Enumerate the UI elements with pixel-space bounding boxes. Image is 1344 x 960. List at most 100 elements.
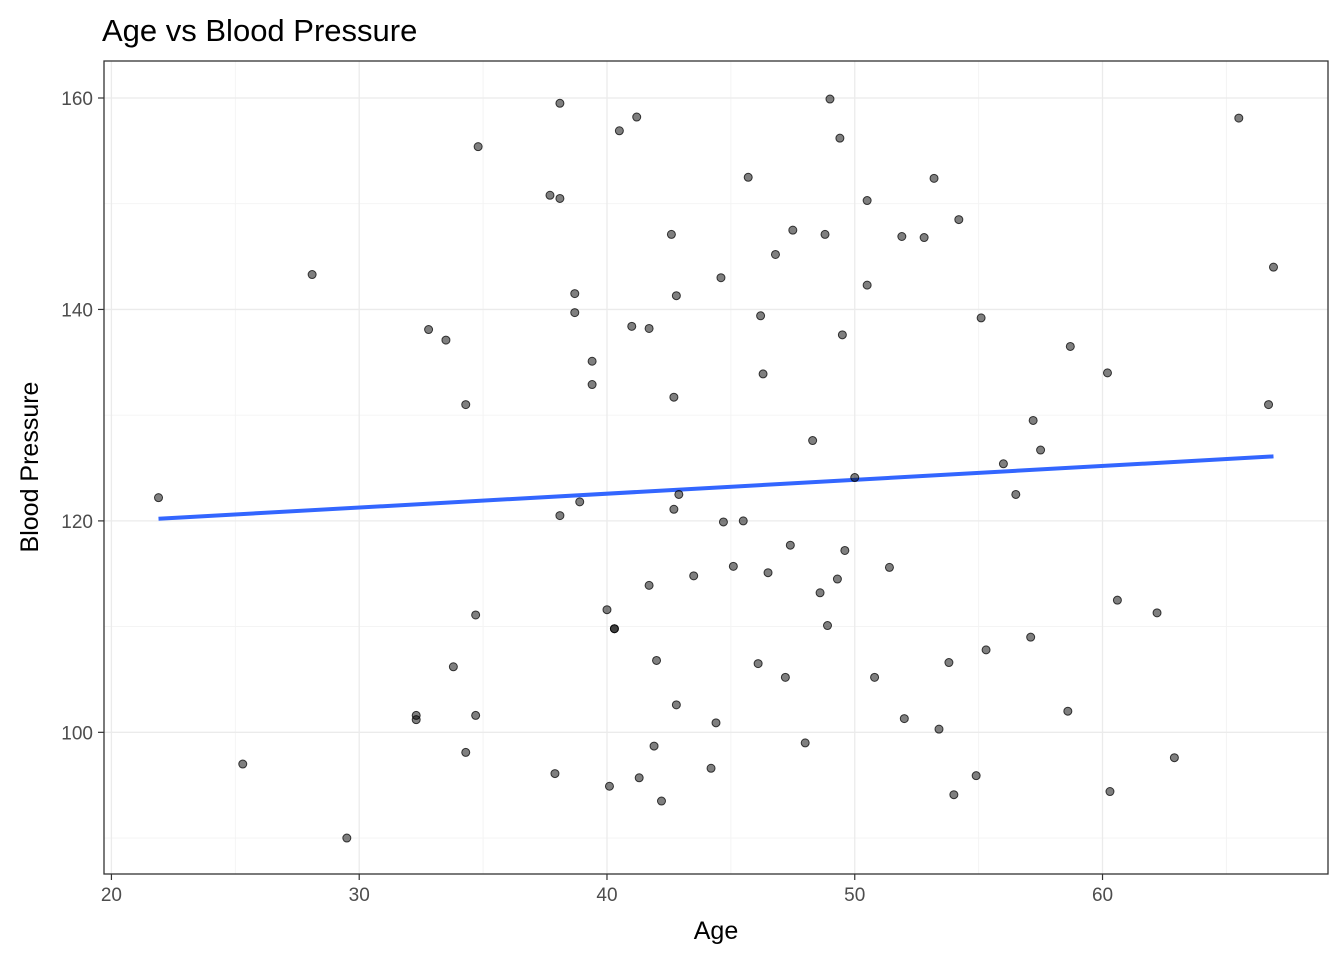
data-point <box>666 229 676 239</box>
data-point <box>461 747 471 757</box>
data-point <box>671 291 681 301</box>
data-point <box>1112 595 1122 605</box>
data-point <box>555 98 565 108</box>
data-point <box>471 710 481 720</box>
data-point <box>1105 787 1115 797</box>
trend-line-layer <box>158 454 1274 521</box>
data-point <box>1028 415 1038 425</box>
data-point <box>929 173 939 183</box>
data-point <box>897 231 907 241</box>
data-point <box>632 112 642 122</box>
y-tick-label: 120 <box>61 512 93 533</box>
data-point <box>424 325 434 335</box>
y-axis-title: Blood Pressure <box>16 382 44 553</box>
data-point <box>1102 368 1112 378</box>
data-point <box>555 193 565 203</box>
data-point <box>448 662 458 672</box>
data-point <box>1234 113 1244 123</box>
data-point <box>652 655 662 665</box>
data-point <box>753 659 763 669</box>
data-point <box>644 580 654 590</box>
chart-title: Age vs Blood Pressure <box>102 13 417 48</box>
data-point <box>689 571 699 581</box>
data-point <box>949 790 959 800</box>
x-tick-label: 20 <box>101 885 122 906</box>
data-point <box>550 769 560 779</box>
data-point <box>1026 632 1036 642</box>
axes: 20 30 40 50 60 100 120 140 160 <box>61 89 1113 906</box>
data-points <box>154 94 1278 843</box>
data-point <box>738 516 748 526</box>
data-point <box>614 126 624 136</box>
data-point <box>840 545 850 555</box>
data-point <box>545 190 555 200</box>
data-point <box>644 323 654 333</box>
data-point <box>1011 489 1021 499</box>
y-tick-label: 100 <box>61 723 93 744</box>
data-point <box>954 215 964 225</box>
data-point <box>919 233 929 243</box>
data-point <box>342 833 352 843</box>
data-point <box>411 715 421 725</box>
data-point <box>461 400 471 410</box>
data-point <box>609 624 619 634</box>
data-point <box>944 658 954 668</box>
data-point <box>808 436 818 446</box>
data-point <box>756 311 766 321</box>
data-point <box>788 225 798 235</box>
data-point <box>815 588 825 598</box>
data-point <box>669 504 679 514</box>
data-point <box>728 561 738 571</box>
data-point <box>441 335 451 345</box>
data-point <box>669 392 679 402</box>
data-point <box>976 313 986 323</box>
data-point <box>1268 262 1278 272</box>
data-point <box>770 249 780 259</box>
data-point <box>862 196 872 206</box>
x-tick-label: 50 <box>844 885 865 906</box>
data-point <box>570 308 580 318</box>
y-tick-label: 160 <box>61 89 93 110</box>
y-tick-label: 140 <box>61 300 93 321</box>
data-point <box>1065 341 1075 351</box>
data-point <box>656 796 666 806</box>
data-point <box>758 369 768 379</box>
data-point <box>602 605 612 615</box>
data-point <box>575 497 585 507</box>
data-point <box>899 714 909 724</box>
data-point <box>706 763 716 773</box>
data-point <box>634 773 644 783</box>
data-point <box>587 380 597 390</box>
data-point <box>716 273 726 283</box>
data-point <box>604 781 614 791</box>
data-point <box>870 672 880 682</box>
panel-border <box>103 60 1329 875</box>
data-point <box>835 133 845 143</box>
data-point <box>971 771 981 781</box>
data-point <box>674 489 684 499</box>
data-point <box>763 568 773 578</box>
data-point <box>820 229 830 239</box>
data-point <box>837 330 847 340</box>
data-point <box>627 321 637 331</box>
data-point <box>825 94 835 104</box>
data-point <box>1152 608 1162 618</box>
data-point <box>1036 445 1046 455</box>
data-point <box>555 511 565 521</box>
data-point <box>649 741 659 751</box>
data-point <box>832 574 842 584</box>
data-point <box>850 473 860 483</box>
data-point <box>884 562 894 572</box>
data-point <box>718 517 728 527</box>
data-point <box>473 142 483 152</box>
data-point <box>307 270 317 280</box>
data-point <box>1063 706 1073 716</box>
data-point <box>1264 400 1274 410</box>
data-point <box>711 718 721 728</box>
grid-lines <box>104 61 1328 874</box>
data-point <box>862 280 872 290</box>
data-point <box>934 724 944 734</box>
data-point <box>998 459 1008 469</box>
x-tick-label: 30 <box>349 885 370 906</box>
